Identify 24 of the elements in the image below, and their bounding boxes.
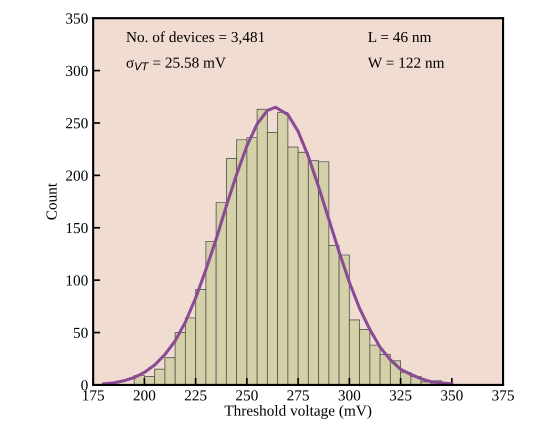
annotation: L = 46 nm bbox=[368, 32, 432, 42]
y-tick-label: 0 bbox=[81, 380, 88, 390]
x-tick-label: 200 bbox=[134, 390, 156, 401]
line-series bbox=[102, 106, 454, 385]
y-tick-label: 250 bbox=[66, 118, 88, 128]
annotation: σ$_{VT}$ = 25.58 mV bbox=[126, 57, 226, 70]
x-tick-label: 250 bbox=[236, 390, 258, 401]
x-tick-label: 175 bbox=[83, 390, 104, 401]
x-tick-label: 375 bbox=[492, 390, 514, 401]
x-tick-label: 325 bbox=[390, 390, 412, 401]
y-tick-label: 300 bbox=[66, 66, 88, 76]
y-axis-title: Count bbox=[46, 182, 57, 220]
annotation: W = 122 nm bbox=[368, 58, 444, 68]
x-tick-label: 300 bbox=[338, 390, 360, 401]
y-tick-label: 350 bbox=[66, 13, 88, 24]
y-tick-label: 100 bbox=[66, 275, 88, 286]
y-tick-label: 200 bbox=[66, 170, 88, 181]
annotation: No. of devices = 3,481 bbox=[126, 31, 264, 44]
x-tick-label: 275 bbox=[287, 390, 309, 401]
x-tick-label: 225 bbox=[184, 390, 206, 401]
y-tick-label: 150 bbox=[66, 222, 88, 234]
y-tick-label: 50 bbox=[74, 328, 88, 338]
x-axis-title: Threshold voltage (mV) bbox=[224, 405, 372, 419]
x-tick-label: 350 bbox=[441, 390, 463, 401]
